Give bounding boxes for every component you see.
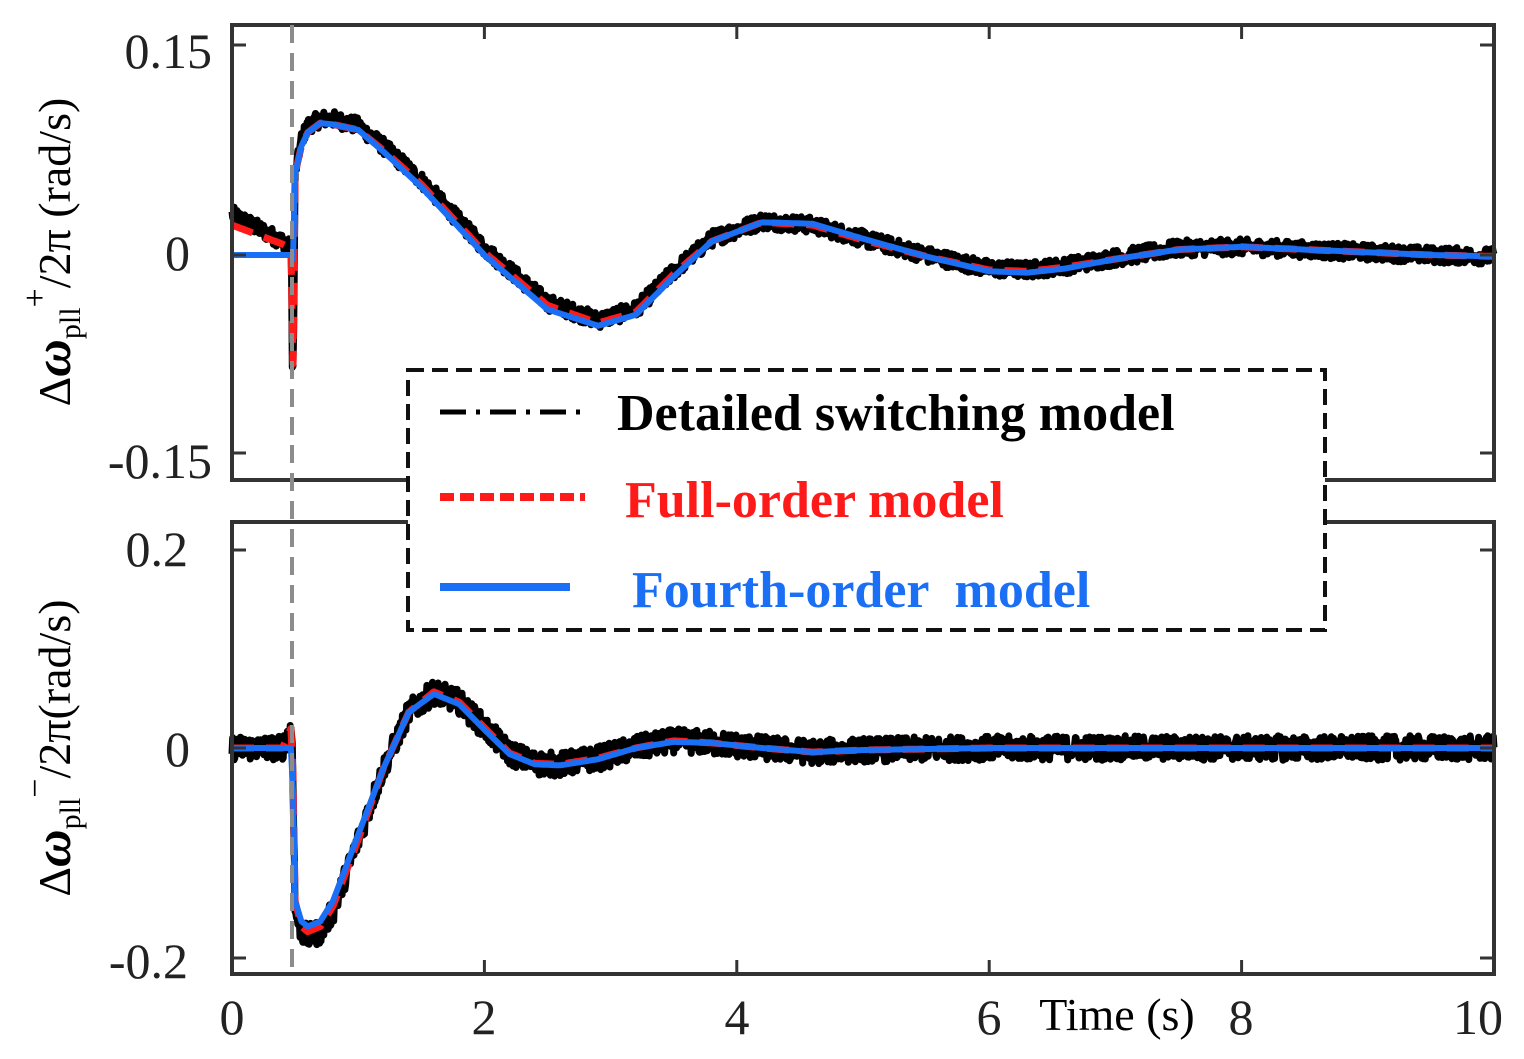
ylabel-delta: Δ (29, 377, 80, 407)
xtick-label: 4 (725, 989, 750, 1045)
top-ytick-label: 0.15 (125, 23, 213, 79)
ylabel-unit: /2π (rad/s) (29, 98, 80, 289)
bottom-ytick-label: 0.2 (126, 521, 189, 577)
bottom-series-detailed (228, 678, 1498, 949)
xtick-label: 6 (977, 989, 1002, 1045)
top-ytick-label: 0 (165, 225, 190, 281)
legend: Detailed switching model Full-order mode… (406, 368, 1327, 632)
ylabel-superscript: − (17, 779, 54, 798)
legend-label-detailed: Detailed switching model (617, 385, 1175, 442)
bottom-ytick-label: 0 (165, 721, 190, 777)
legend-label-fourth: Fourth-order model (632, 562, 1090, 619)
xtick-label: 0 (220, 989, 245, 1045)
bottom-y-axis-label: Δωpll−/2π(rad/s) (17, 599, 87, 896)
ylabel-delta: Δ (29, 867, 80, 897)
x-axis-label: Time (s) (1039, 989, 1195, 1040)
top-series-group (228, 108, 1498, 371)
top-panel: 0.15 0 -0.15 Δωpll+/2π (rad/s) (17, 23, 1498, 489)
xtick-label: 8 (1229, 989, 1254, 1045)
ylabel-subscript: pll (54, 798, 87, 830)
ylabel-subscript: pll (54, 307, 87, 339)
ylabel-omega: ω (25, 829, 82, 867)
top-ytick-label: -0.15 (108, 433, 212, 489)
bottom-ticks (230, 522, 1496, 974)
top-series-fourth-order (231, 120, 1495, 329)
ylabel-unit: /2π(rad/s) (29, 599, 80, 778)
xtick-label: 10 (1453, 989, 1503, 1045)
legend-label-full: Full-order model (625, 472, 1004, 529)
bottom-ytick-label: -0.2 (109, 933, 188, 989)
top-y-axis-label: Δωpll+/2π (rad/s) (17, 98, 87, 407)
ylabel-superscript: + (17, 288, 54, 307)
xtick-label: 2 (472, 989, 497, 1045)
top-series-detailed (228, 108, 1498, 371)
bottom-series-fourth-order (231, 690, 1495, 930)
bottom-series-group (228, 678, 1498, 949)
bottom-series-full-order (230, 688, 1496, 936)
bottom-panel: 0.2 0 -0.2 0 2 4 6 8 10 Time (s) Δωpll−/… (17, 520, 1503, 1045)
ylabel-omega: ω (25, 339, 82, 377)
